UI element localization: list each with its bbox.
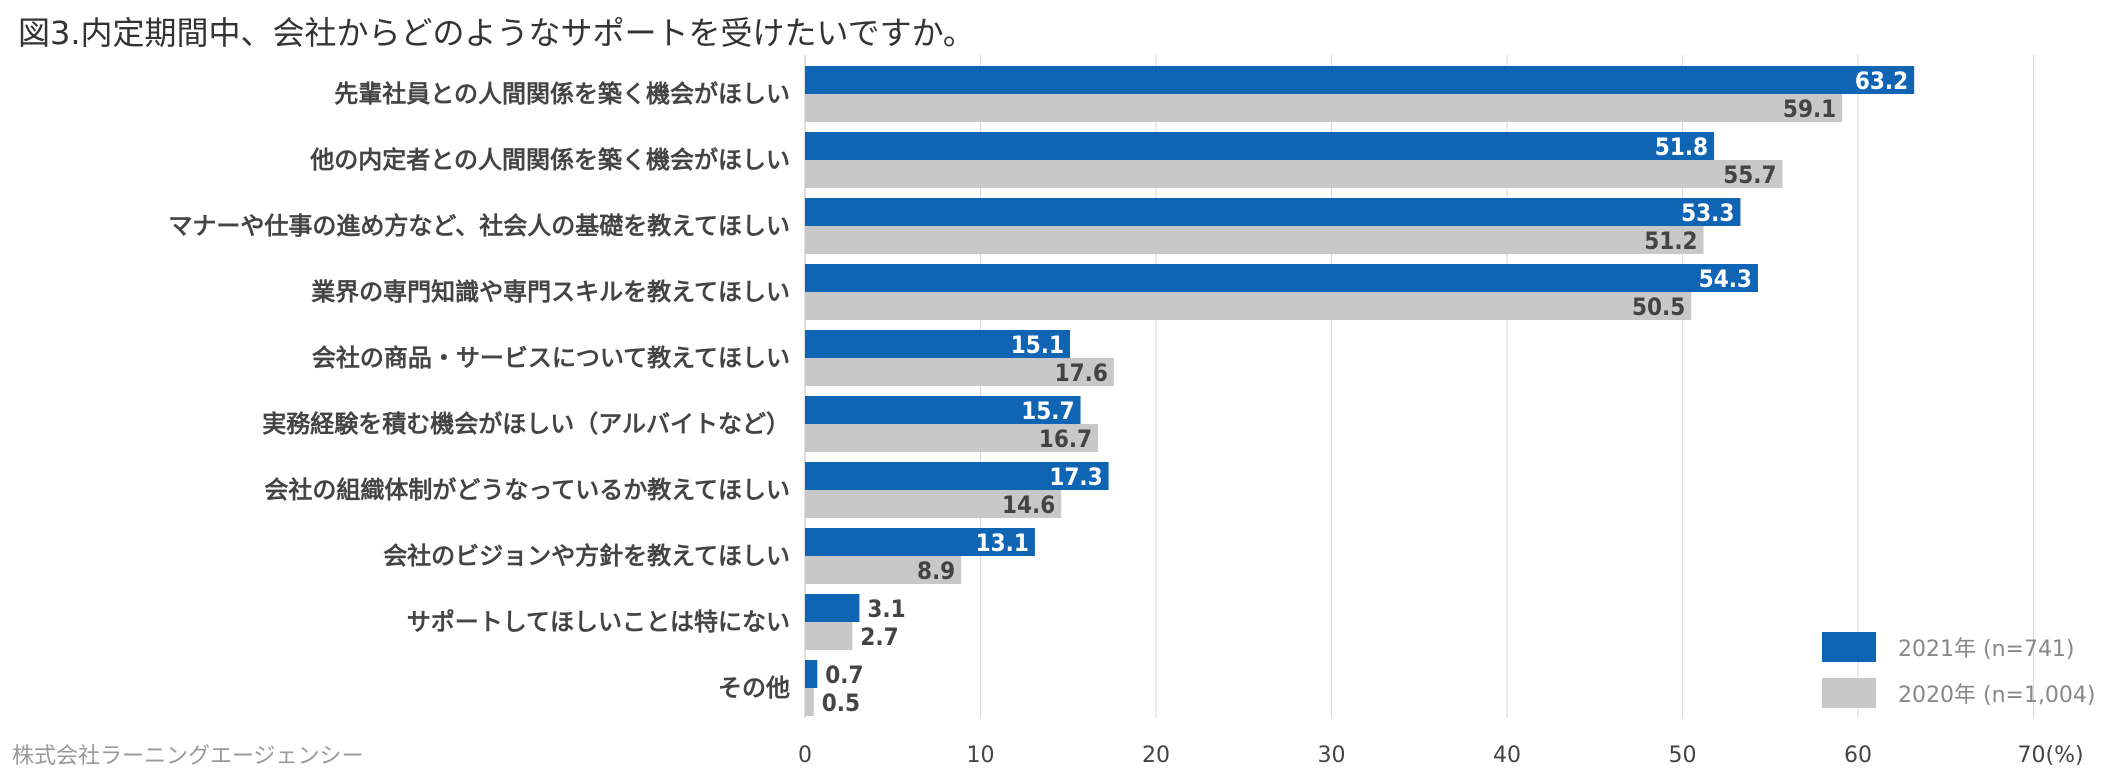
data-label: 55.7 [1723,161,1776,189]
category-labels: 先輩社員との人間関係を築く機会がほしい他の内定者との人間関係を築く機会がほしいマ… [168,80,790,702]
bar-2020 [805,622,853,650]
category-label: 業界の専門知識や専門スキルを教えてほしい [311,278,790,306]
data-label: 51.2 [1644,227,1697,255]
data-label: 3.1 [867,595,905,623]
legend-label: 2021年 (n=741) [1898,637,2075,662]
bar-2020 [805,94,1843,122]
bar-2021 [805,330,1071,358]
data-label: 54.3 [1699,265,1752,293]
category-label: その他 [718,674,790,702]
category-label: マナーや仕事の進め方など、社会人の基礎を教えてほしい [168,212,790,240]
bar-2021 [805,594,860,622]
bar-2021 [805,528,1035,556]
x-tick-label: 50 [1669,743,1697,768]
x-tick-label: 40 [1493,743,1521,768]
data-label: 8.9 [917,557,955,585]
data-label: 17.6 [1055,359,1108,387]
category-label: 会社のビジョンや方針を教えてほしい [383,542,790,570]
data-label: 17.3 [1049,463,1102,491]
category-label: サポートしてほしいことは特にない [407,608,790,636]
bar-2020 [805,490,1062,518]
bar-2020 [805,424,1099,452]
data-label: 0.5 [822,689,860,717]
data-label: 2.7 [860,623,898,651]
footer-credit: 株式会社ラーニングエージェンシー [12,744,364,769]
bars: 63.2 59.1 51.8 55.7 53.351.254.3 50.5 15.117.6… [805,66,1915,717]
data-label: 14.6 [1002,491,1055,519]
legend-swatch [1822,632,1876,662]
data-label: 63.2 [1855,67,1908,95]
bar-2021 [805,264,1758,292]
bar-2021 [805,396,1081,424]
x-tick-label: 30 [1318,743,1346,768]
data-label: 13.1 [976,529,1029,557]
category-label: 会社の組織体制がどうなっているか教えてほしい [264,476,790,504]
x-tick-label: 70(%) [2018,743,2084,768]
bar-2020 [805,160,1783,188]
data-label: 59.1 [1783,95,1836,123]
x-tick-label: 20 [1142,743,1170,768]
bar-2020 [805,358,1114,386]
bar-2021 [805,66,1915,94]
category-label: 先輩社員との人間関係を築く機会がほしい [334,80,790,108]
x-tick-label: 10 [967,743,995,768]
data-label: 0.7 [825,661,863,689]
x-axis-ticks: 0 10 20 30 40 50 60 70(%) [798,743,2084,768]
bar-2021 [805,132,1715,160]
category-label: 実務経験を積む機会がほしい（アルバイトなど） [262,410,790,438]
legend-label: 2020年 (n=1,004) [1898,683,2096,708]
legend: 2021年 (n=741) 2020年 (n=1,004) [1822,632,2096,708]
data-label: 16.7 [1039,425,1092,453]
bar-2020 [805,226,1704,254]
data-label: 15.7 [1021,397,1074,425]
bar-2021 [805,660,818,688]
bar-2020 [805,292,1692,320]
data-label: 50.5 [1632,293,1685,321]
legend-swatch [1822,678,1876,708]
bar-2021 [805,462,1109,490]
data-label: 15.1 [1011,331,1064,359]
category-label: 他の内定者との人間関係を築く機会がほしい [309,146,790,174]
bar-2020 [805,688,814,716]
bar-2020 [805,556,962,584]
category-label: 会社の商品・サービスについて教えてほしい [312,344,790,372]
data-label: 51.8 [1655,133,1708,161]
x-tick-label: 0 [798,743,812,768]
chart-title: 図3.内定期間中、会社からどのようなサポートを受けたいですか。 [18,14,975,52]
x-tick-label: 60 [1844,743,1872,768]
data-label: 53.3 [1681,199,1734,227]
bar-2021 [805,198,1741,226]
